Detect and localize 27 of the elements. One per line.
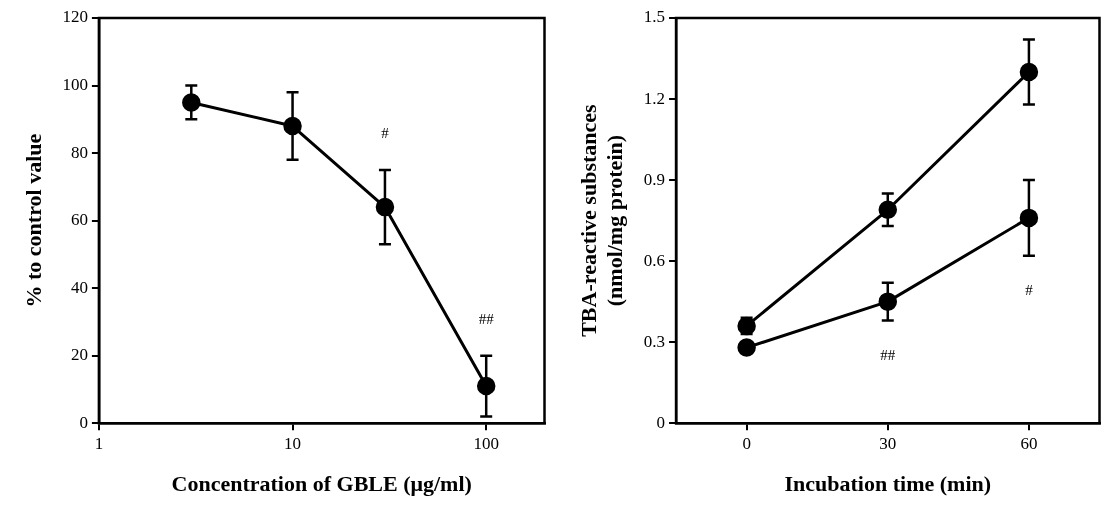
- annotation: #: [1025, 282, 1034, 299]
- x-tick-label: 10: [284, 433, 302, 453]
- x-tick-label: 1: [94, 433, 104, 453]
- y-tick-label: 100: [62, 75, 88, 94]
- y-axis-title: TBA-reactive substances (nmol/mg protein): [575, 103, 628, 337]
- y-tick-label: 0: [656, 412, 666, 432]
- y-tick-label: 120: [62, 7, 88, 27]
- y-tick-label: 60: [70, 210, 88, 230]
- y-tick-label: 0.3: [643, 331, 666, 351]
- x-axis-title: Concentration of GBLE (μg/ml): [171, 471, 472, 497]
- y-axis-title: % to control value: [20, 133, 46, 308]
- annotation: ##: [478, 311, 495, 328]
- annotation: ##: [880, 346, 896, 363]
- y-tick-label: 0: [79, 412, 88, 432]
- y-tick-label: 20: [70, 345, 88, 365]
- x-axis-title: Incubation time (min): [784, 471, 992, 497]
- x-tick-label: 0: [742, 433, 751, 453]
- x-tick-label: 100: [473, 433, 499, 453]
- x-tick-label: 60: [1020, 433, 1038, 453]
- y-tick-label: 0.9: [643, 169, 666, 189]
- x-tick-label: 30: [879, 433, 897, 453]
- annotation: #: [381, 125, 390, 142]
- y-tick-label: 40: [70, 277, 88, 297]
- y-tick-label: 80: [70, 142, 88, 162]
- y-tick-label: 1.2: [643, 88, 666, 108]
- y-tick-label: 0.6: [643, 250, 666, 270]
- y-tick-label: 1.5: [643, 7, 666, 27]
